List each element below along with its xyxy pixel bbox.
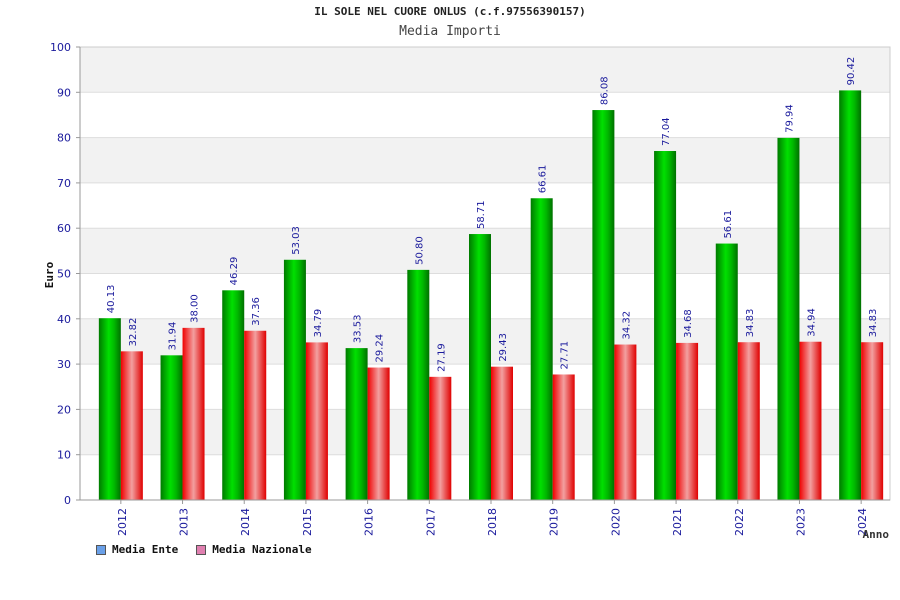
- bar-media-nazionale: [552, 374, 575, 500]
- x-tick-label: 2021: [671, 508, 684, 536]
- legend-label-nazionale: Media Nazionale: [212, 543, 312, 556]
- bar-media-ente: [345, 348, 368, 500]
- bar-media-ente: [839, 90, 862, 500]
- data-label-media-ente: 66.61: [538, 165, 549, 194]
- data-label-media-nazionale: 32.82: [128, 318, 139, 347]
- bar-media-nazionale: [737, 342, 760, 500]
- bar-media-nazionale: [367, 367, 390, 500]
- y-tick-label: 20: [57, 403, 71, 416]
- bar-media-nazionale: [305, 342, 328, 500]
- data-label-media-ente: 53.03: [291, 226, 302, 255]
- data-label-media-nazionale: 34.83: [745, 309, 756, 338]
- bars: 40.13 32.82 31.94 38.00 46.29 37.36 53.03 34.79…: [98, 57, 884, 501]
- bar-media-ente: [160, 355, 183, 500]
- data-label-media-ente: 86.08: [599, 76, 610, 105]
- data-label-media-ente: 40.13: [106, 285, 117, 314]
- data-label-media-nazionale: 34.32: [621, 311, 632, 340]
- data-label-media-nazionale: 27.19: [436, 343, 447, 372]
- legend-swatch-nazionale: [196, 544, 207, 555]
- y-axis: 0 10 20 30 40 50 60 70 80 90 100: [50, 41, 81, 507]
- bar-media-nazionale: [120, 351, 143, 500]
- x-tick-label: 2012: [116, 508, 129, 536]
- x-tick-label: 2013: [178, 508, 191, 536]
- bar-media-ente: [283, 259, 306, 500]
- bar-media-ente: [98, 318, 121, 500]
- y-tick-label: 70: [57, 177, 71, 190]
- data-label-media-ente: 46.29: [229, 257, 240, 286]
- y-tick-label: 60: [57, 222, 71, 235]
- plot-band: [80, 137, 890, 183]
- chart-subtitle: Media Importi: [399, 24, 501, 39]
- x-tick-label: 2022: [733, 508, 746, 536]
- plot-band: [80, 92, 890, 138]
- data-label-media-nazionale: 38.00: [190, 294, 201, 323]
- bar-media-nazionale: [244, 330, 267, 500]
- bar-media-nazionale: [614, 344, 637, 500]
- y-tick-label: 80: [57, 132, 71, 145]
- y-axis-label: Euro: [43, 261, 56, 288]
- data-label-media-nazionale: 34.68: [683, 309, 694, 338]
- bar-media-ente: [592, 110, 615, 500]
- bar-media-nazionale: [491, 366, 513, 500]
- bar-media-nazionale: [799, 341, 822, 500]
- y-tick-label: 40: [57, 313, 71, 326]
- data-label-media-ente: 50.80: [414, 236, 425, 265]
- legend-label-ente: Media Ente: [112, 543, 179, 556]
- x-tick-label: 2014: [239, 508, 252, 536]
- data-label-media-ente: 90.42: [846, 57, 857, 86]
- plot-band: [80, 47, 890, 93]
- y-tick-label: 0: [64, 494, 71, 507]
- legend-item-nazionale: Media Nazionale: [196, 543, 312, 556]
- data-label-media-nazionale: 37.36: [251, 297, 262, 326]
- data-label-media-nazionale: 29.24: [375, 334, 386, 363]
- y-tick-label: 30: [57, 358, 71, 371]
- data-label-media-nazionale: 27.71: [560, 341, 571, 370]
- y-tick-label: 10: [57, 449, 71, 462]
- data-label-media-ente: 58.71: [476, 200, 487, 229]
- bar-media-ente: [407, 269, 430, 500]
- data-label-media-nazionale: 29.43: [498, 333, 509, 362]
- x-tick-label: 2015: [301, 508, 314, 536]
- data-label-media-ente: 33.53: [353, 314, 364, 343]
- bar-media-ente: [777, 137, 800, 500]
- y-tick-label: 100: [50, 41, 71, 54]
- chart-title: IL SOLE NEL CUORE ONLUS (c.f.97556390157…: [314, 5, 586, 18]
- bar-media-ente: [530, 198, 553, 500]
- bar-media-ente: [469, 234, 491, 500]
- x-axis-label: Anno: [863, 528, 890, 541]
- x-axis: 2012 2013 2014 2015 2016 2017 2018 2019 2020 2021…: [80, 499, 890, 536]
- x-tick-label: 2023: [794, 508, 807, 536]
- x-tick-label: 2024: [856, 508, 869, 536]
- bar-media-ente: [715, 243, 738, 500]
- bar-media-nazionale: [182, 327, 205, 500]
- data-label-media-ente: 31.94: [168, 322, 179, 351]
- data-label-media-nazionale: 34.83: [868, 309, 879, 338]
- legend-item-ente: Media Ente: [96, 543, 178, 556]
- y-tick-label: 90: [57, 86, 71, 99]
- bar-media-ente: [222, 290, 245, 500]
- bar-media-nazionale: [676, 342, 699, 500]
- data-label-media-ente: 77.04: [661, 117, 672, 146]
- x-tick-label: 2018: [486, 508, 499, 536]
- y-tick-label: 50: [57, 268, 71, 281]
- bar-media-ente: [654, 151, 677, 501]
- x-tick-label: 2016: [363, 508, 376, 536]
- data-label-media-nazionale: 34.79: [313, 309, 324, 338]
- x-tick-label: 2019: [548, 508, 561, 536]
- bar-media-nazionale: [861, 342, 884, 500]
- data-label-media-ente: 56.61: [723, 210, 734, 239]
- legend-swatch-ente: [96, 544, 106, 555]
- data-label-media-nazionale: 34.94: [806, 308, 817, 337]
- legend: Media Ente Media Nazionale: [96, 543, 312, 556]
- data-label-media-ente: 79.94: [784, 104, 795, 133]
- bar-media-nazionale: [429, 376, 452, 500]
- plot-band: [80, 182, 890, 229]
- x-tick-label: 2020: [609, 508, 622, 536]
- x-tick-label: 2017: [424, 508, 437, 536]
